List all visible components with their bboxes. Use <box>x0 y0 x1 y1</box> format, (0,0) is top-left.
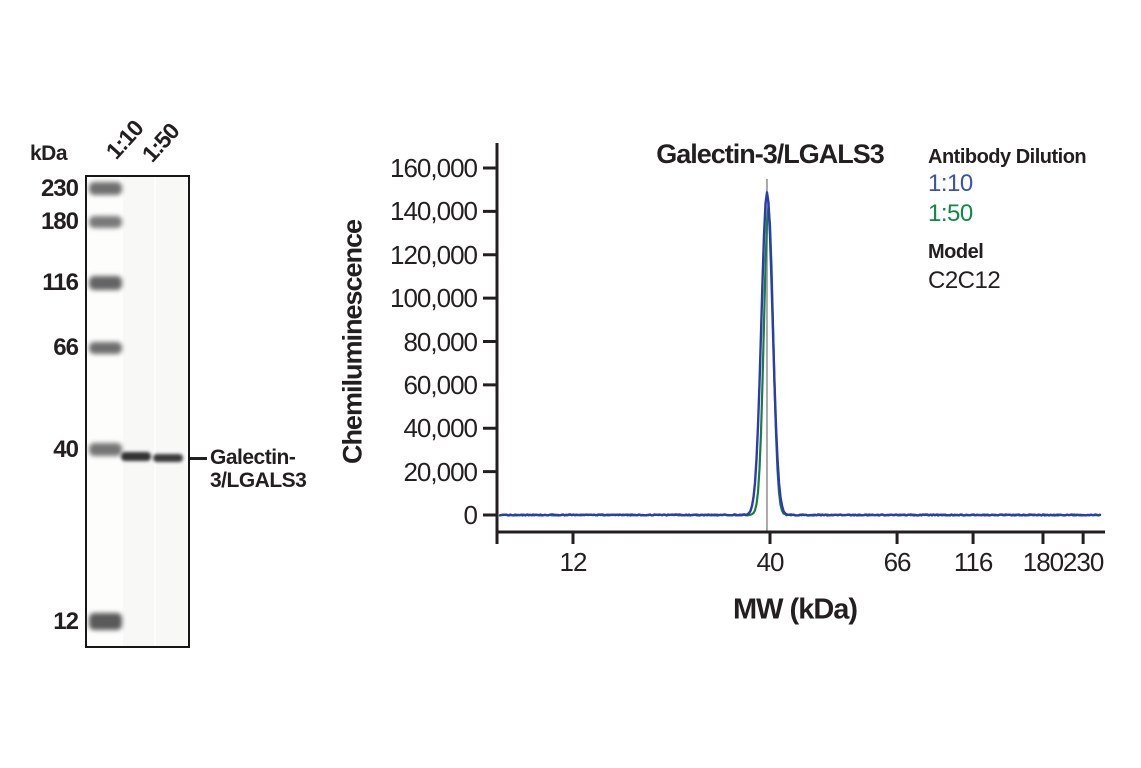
y-tick-label: 60,000 <box>403 369 478 400</box>
sample-band <box>120 452 151 461</box>
x-tick-label: 12 <box>559 547 588 577</box>
chart-title: Galectin-3/LGALS3 <box>656 139 885 169</box>
blot-target-label-line1: Galectin- <box>210 446 296 469</box>
ladder-band <box>89 613 122 630</box>
ladder-marker-label: 116 <box>42 269 79 296</box>
band-pointer-line <box>190 457 207 460</box>
legend-model-value: C2C12 <box>928 267 1001 294</box>
sample-band <box>152 453 183 462</box>
x-tick-label: 116 <box>953 547 993 577</box>
x-tick-label: 40 <box>756 547 785 577</box>
ladder-band <box>89 341 122 354</box>
blot-target-label-line2: 3/LGALS3 <box>210 469 307 492</box>
y-tick-label: 20,000 <box>403 456 478 487</box>
legend-model-header: Model <box>928 241 984 263</box>
y-tick-label: 160,000 <box>390 153 478 183</box>
legend-dilution-1-10: 1:10 <box>928 170 973 197</box>
y-tick-label: 140,000 <box>390 196 478 227</box>
ladder-marker-label: 12 <box>53 608 79 635</box>
ladder-marker-label: 180 <box>40 208 79 235</box>
ladder-band <box>89 215 122 228</box>
y-tick-label: 0 <box>463 500 478 530</box>
curve-1-10 <box>498 191 1102 517</box>
legend-dilution-1-50: 1:50 <box>928 200 973 227</box>
ladder-band <box>89 275 122 290</box>
ladder-band <box>89 443 122 456</box>
ladder-marker-label: 66 <box>53 334 79 361</box>
x-axis-title: MW (kDa) <box>732 593 858 626</box>
y-tick-label: 80,000 <box>403 326 478 357</box>
y-tick-label: 120,000 <box>390 239 478 270</box>
y-tick-label: 100,000 <box>390 283 478 314</box>
x-tick-label: 230 <box>1062 547 1104 577</box>
ladder-marker-label: 230 <box>40 175 79 202</box>
legend-dilution-header: Antibody Dilution <box>928 146 1087 168</box>
x-tick-label: 180 <box>1022 547 1064 577</box>
ladder-band <box>89 182 122 195</box>
western-blot-image <box>85 175 190 648</box>
y-tick-label: 40,000 <box>403 413 478 444</box>
x-tick-label: 66 <box>883 547 912 577</box>
kda-unit-label: kDa <box>30 142 68 165</box>
blot-target-label: Galectin- 3/LGALS3 <box>210 446 307 492</box>
curve-1-50 <box>498 205 1102 517</box>
ladder-marker-label: 40 <box>53 436 79 463</box>
